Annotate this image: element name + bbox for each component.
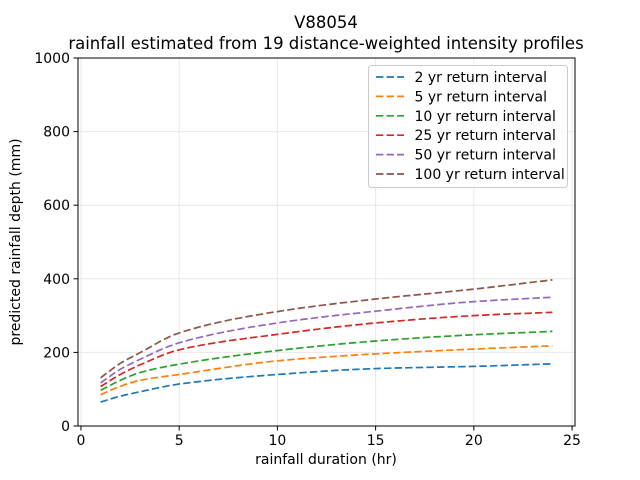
curves [100, 279, 553, 403]
y-tick-label: 0 [61, 419, 70, 435]
legend-item: 100 yr return interval [376, 167, 565, 183]
legend-item: 25 yr return interval [376, 128, 556, 144]
series-line-5yr [100, 344, 553, 396]
legend-item-label: 10 yr return interval [415, 109, 556, 125]
plot-border [77, 57, 576, 427]
y-tick-label: 200 [43, 345, 70, 361]
x-tick-label: 25 [563, 433, 581, 449]
chart-subtitle: rainfall estimated from 19 distance-weig… [68, 34, 583, 53]
x-tick-label: 0 [76, 433, 85, 449]
y-tick-label: 1000 [34, 51, 70, 67]
x-tick-label: 5 [175, 433, 184, 449]
x-tick-label: 15 [367, 433, 385, 449]
legend-item-label: 2 yr return interval [415, 70, 547, 86]
legend-item: 50 yr return interval [376, 148, 556, 164]
x-tick-label: 10 [268, 433, 286, 449]
y-tick-label: 400 [43, 272, 70, 288]
y-tick-label: 600 [43, 198, 70, 214]
legend: 2 yr return interval 5 yr return interval… [368, 65, 568, 188]
legend-item-label: 25 yr return interval [415, 128, 556, 144]
x-axis-label: rainfall duration (hr) [255, 452, 397, 468]
series-line-2yr [100, 362, 553, 403]
legend-item: 2 yr return interval [376, 70, 547, 86]
series-line-25yr [100, 311, 553, 388]
y-axis-label: predicted rainfall depth (mm) [8, 138, 24, 345]
series-line-10yr [100, 330, 553, 392]
legend-item: 5 yr return interval [376, 89, 547, 105]
x-tick-label: 20 [465, 433, 483, 449]
axes: 0 5 10 15 20 25 0 200 400 600 800 1000 [34, 51, 581, 449]
legend-box [368, 65, 568, 188]
legend-item-label: 100 yr return interval [415, 167, 565, 183]
chart-title: V88054 [294, 13, 358, 32]
series-line-100yr [100, 279, 553, 379]
series-line-50yr [100, 296, 553, 384]
y-tick-label: 800 [43, 125, 70, 141]
legend-item: 10 yr return interval [376, 109, 556, 125]
legend-item-label: 50 yr return interval [415, 148, 556, 164]
legend-item-label: 5 yr return interval [415, 89, 547, 105]
